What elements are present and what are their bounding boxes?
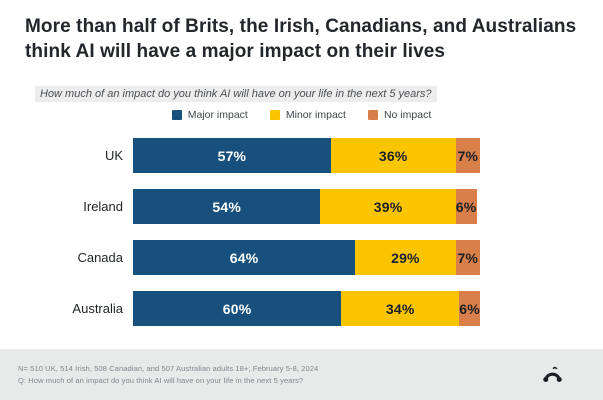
bar-segment-value: 36%: [378, 147, 408, 164]
stacked-bar: 60% 34% 6%: [133, 291, 480, 326]
stacked-bar: 57% 36% 7%: [133, 138, 480, 173]
bar-segment: 6%: [455, 189, 477, 224]
legend-swatch: [171, 110, 182, 120]
bar-segment: 54%: [133, 189, 321, 224]
sample-size-note: N= 510 UK, 514 Irish, 508 Canadian, and …: [18, 363, 319, 373]
category-label: Australia: [72, 301, 123, 316]
page-title: More than half of Brits, the Irish, Cana…: [25, 16, 577, 63]
bar-segment-value: 34%: [385, 300, 415, 317]
brand-logo-icon: [543, 366, 562, 383]
bar-segment: 39%: [320, 189, 456, 224]
legend-item: No impact: [367, 109, 432, 121]
bar-segment: 6%: [459, 291, 480, 326]
bar-row: Ireland 54% 39% 6%: [0, 189, 603, 224]
bar-segment: 60%: [133, 291, 342, 326]
bar-segment: 64%: [133, 240, 356, 275]
bar-segment: 34%: [341, 291, 460, 326]
footer-notes: N= 510 UK, 514 Irish, 508 Canadian, and …: [18, 363, 318, 387]
chart-legend: Major impact Minor impact No impact: [0, 109, 603, 121]
bar-segment-value: 6%: [459, 300, 480, 317]
legend-label: Minor impact: [285, 109, 346, 121]
stacked-bar: 64% 29% 7%: [133, 240, 480, 275]
bar-segment-value: 57%: [217, 147, 247, 164]
bar-segment: 7%: [455, 138, 480, 173]
legend-label: No impact: [383, 109, 432, 121]
category-label: UK: [104, 148, 123, 163]
stacked-bar-chart: UK 57% 36% 7% Ireland 54% 39% 6% Canada 64% 29% 7% A…: [0, 138, 603, 342]
bar-segment-value: 6%: [455, 198, 477, 215]
bar-segment-value: 7%: [457, 147, 479, 164]
bar-segment-value: 64%: [229, 249, 259, 266]
bar-segment: 7%: [455, 240, 480, 275]
bar-segment: 57%: [133, 138, 331, 173]
category-label: Ireland: [83, 199, 123, 214]
subtitle-row: How much of an impact do you think AI wi…: [35, 84, 437, 102]
bar-segment-value: 29%: [391, 249, 420, 266]
survey-question-subtitle: How much of an impact do you think AI wi…: [35, 86, 437, 102]
bar-segment-value: 39%: [373, 198, 403, 215]
legend-swatch: [269, 110, 280, 120]
stacked-bar: 54% 39% 6%: [133, 189, 480, 224]
bar-segment-value: 54%: [212, 198, 241, 215]
legend-item: Minor impact: [269, 109, 346, 121]
question-note: Q: How much of an impact do you think AI…: [18, 375, 304, 385]
bar-segment-value: 7%: [457, 249, 479, 266]
category-label: Canada: [77, 250, 123, 265]
legend-swatch: [367, 110, 378, 120]
footer-bar: N= 510 UK, 514 Irish, 508 Canadian, and …: [0, 349, 603, 400]
bar-row: UK 57% 36% 7%: [0, 138, 603, 173]
legend-item: Major impact: [171, 109, 248, 121]
bar-row: Australia 60% 34% 6%: [0, 291, 603, 326]
bar-segment: 36%: [330, 138, 456, 173]
bar-row: Canada 64% 29% 7%: [0, 240, 603, 275]
bar-segment: 29%: [355, 240, 456, 275]
legend-label: Major impact: [187, 109, 248, 121]
bar-segment-value: 60%: [222, 300, 252, 317]
